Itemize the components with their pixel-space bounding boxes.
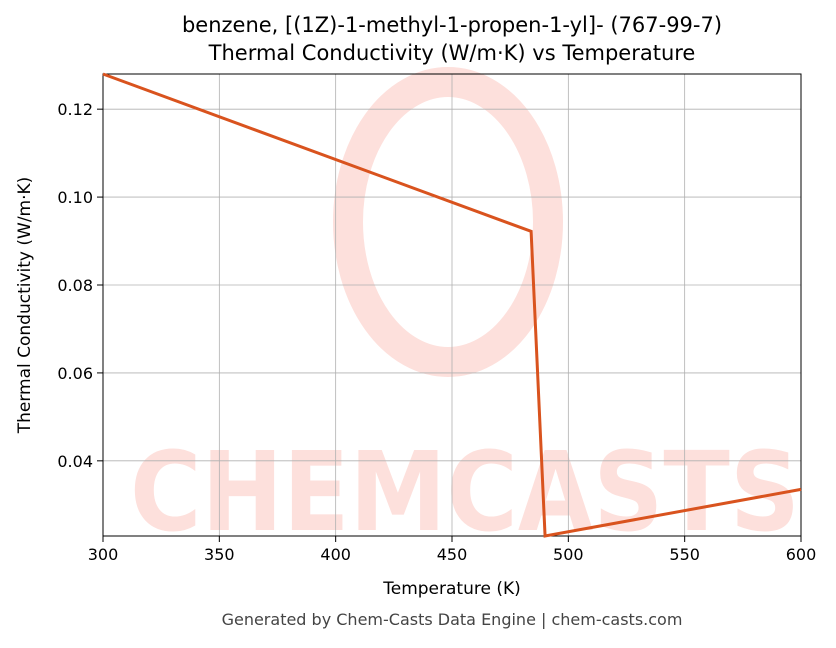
x-tick-label: 600 <box>786 545 817 564</box>
y-tick-label: 0.06 <box>57 364 93 383</box>
x-tick-label: 400 <box>320 545 351 564</box>
chart-title: benzene, [(1Z)-1-methyl-1-propen-1-yl]- … <box>182 13 722 37</box>
y-tick-label: 0.12 <box>57 100 93 119</box>
y-tick-label: 0.04 <box>57 452 93 471</box>
y-tick-label: 0.10 <box>57 188 93 207</box>
x-axis-label: Temperature (K) <box>382 579 521 599</box>
line-series <box>102 72 802 538</box>
y-tick-label: 0.08 <box>57 276 93 295</box>
plot-frame <box>102 73 802 537</box>
chart-subtitle: Thermal Conductivity (W/m·K) vs Temperat… <box>208 41 696 65</box>
x-tick-label: 450 <box>437 545 468 564</box>
footer: Generated by Chem-Casts Data Engine | ch… <box>222 610 683 629</box>
x-tick-label: 500 <box>553 545 584 564</box>
y-axis-label: Thermal Conductivity (W/m·K) <box>15 177 35 435</box>
watermark-logo <box>333 67 563 377</box>
x-tick-label: 350 <box>204 545 235 564</box>
x-tick-label: 300 <box>88 545 119 564</box>
x-tick-label: 550 <box>669 545 700 564</box>
watermark: CHEMCASTS <box>130 428 800 556</box>
